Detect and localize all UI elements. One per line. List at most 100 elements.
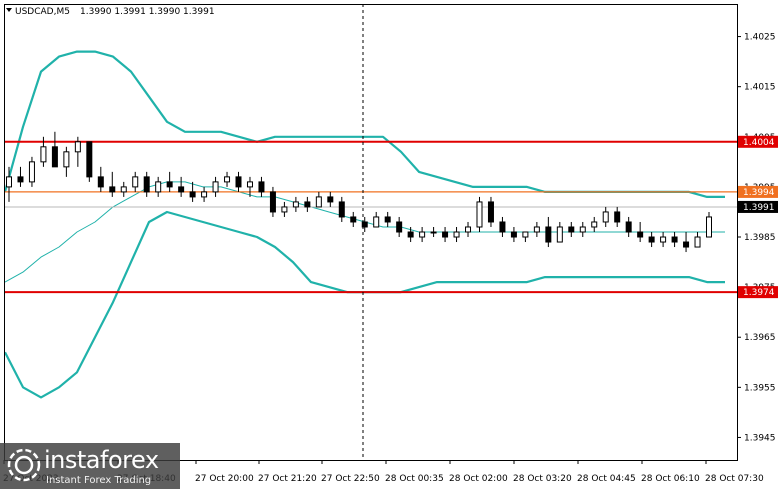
- candle: [63, 146, 70, 177]
- candle-body: [706, 216, 712, 238]
- candle: [579, 221, 586, 238]
- candle-body: [510, 231, 517, 238]
- candle-body: [660, 236, 667, 243]
- candle-body: [373, 216, 380, 228]
- candle-body: [17, 176, 24, 183]
- candle-body: [327, 196, 334, 203]
- candle-body: [292, 201, 299, 208]
- candle-body: [407, 231, 414, 238]
- candle: [109, 171, 116, 197]
- x-tick-label: 28 Oct 00:35: [385, 474, 444, 484]
- candle: [694, 231, 701, 248]
- candle: [350, 211, 357, 227]
- candle: [269, 186, 276, 217]
- level-label-box: [738, 286, 778, 299]
- candle-body: [201, 191, 208, 198]
- candle-body: [556, 226, 563, 243]
- candle-body: [591, 221, 598, 228]
- logo-tagline: Instant Forex Trading: [46, 475, 152, 486]
- candle: [568, 221, 575, 238]
- candle-body: [315, 196, 322, 208]
- candle: [224, 171, 231, 187]
- candle: [258, 176, 265, 197]
- level-label-text: 1.4004: [743, 138, 775, 148]
- level-label-box: [738, 135, 778, 148]
- symbol-marker-icon: [6, 8, 12, 12]
- candle-body: [442, 231, 449, 238]
- candle: [637, 221, 644, 243]
- candle: [201, 186, 208, 202]
- candle-body: [683, 241, 690, 248]
- y-tick-label: 1.3945: [744, 433, 776, 443]
- candle-body: [533, 226, 540, 233]
- candle: [384, 211, 391, 227]
- candle-body: [419, 231, 426, 238]
- candle-body: [212, 181, 219, 193]
- candle-body: [86, 141, 93, 178]
- quote-readout: 1.3990 1.3991 1.3990 1.3991: [80, 7, 215, 17]
- candle-body: [189, 191, 196, 198]
- candle: [304, 196, 311, 212]
- current-price-text: 1.3991: [743, 203, 775, 213]
- candle: [522, 231, 529, 243]
- candle: [373, 211, 380, 228]
- candle: [671, 231, 678, 248]
- candle: [315, 191, 322, 208]
- candle-body: [235, 176, 242, 188]
- candle-body: [155, 181, 162, 193]
- candle: [143, 171, 150, 197]
- candle-body: [63, 151, 70, 168]
- candle-body: [224, 176, 231, 183]
- candle-body: [258, 181, 265, 193]
- candle: [648, 231, 655, 248]
- candle: [706, 211, 712, 238]
- candle-body: [40, 146, 47, 163]
- candle: [74, 136, 81, 167]
- candle-body: [396, 221, 403, 233]
- candle-body: [28, 161, 35, 183]
- candle: [132, 171, 139, 192]
- candle: [51, 131, 58, 168]
- candle: [327, 191, 334, 207]
- candle-body: [120, 186, 127, 193]
- candle: [86, 141, 93, 182]
- candle-body: [384, 216, 391, 223]
- candle-body: [6, 176, 12, 188]
- candle: [465, 221, 472, 238]
- y-tick-label: 1.3965: [744, 333, 776, 343]
- candle: [556, 221, 563, 243]
- candle-body: [648, 236, 655, 243]
- candle-body: [602, 211, 609, 223]
- level-label-text: 1.3994: [743, 188, 775, 198]
- instaforex-logo-icon: [7, 448, 41, 482]
- candle-body: [51, 146, 58, 168]
- candle: [6, 166, 12, 202]
- candle: [545, 216, 552, 248]
- level-labels: 1.4004 1.3994 1.3974 1.3991: [738, 135, 778, 299]
- candle: [338, 196, 345, 222]
- x-tick-label: 28 Oct 04:45: [577, 474, 636, 484]
- symbol-label: USDCAD,M5: [15, 7, 70, 17]
- candle: [246, 176, 253, 197]
- x-tick-label: 27 Oct 21:20: [258, 474, 317, 484]
- candle: [407, 226, 414, 243]
- level-label-box: [738, 185, 778, 198]
- logo-wordmark: instaforex: [44, 446, 159, 474]
- candle: [430, 226, 437, 238]
- candle: [419, 226, 426, 243]
- candle: [212, 176, 219, 197]
- candle-body: [614, 211, 621, 223]
- candle-body: [465, 226, 472, 233]
- plot-frame: [4, 4, 738, 461]
- candle-body: [361, 221, 368, 228]
- candle: [614, 206, 621, 227]
- y-tick-label: 1.4015: [744, 83, 776, 93]
- candle-body: [269, 191, 276, 213]
- level-label-text: 1.3974: [743, 288, 775, 298]
- candle: [476, 196, 483, 232]
- candle-body: [637, 231, 644, 238]
- candle-body: [625, 221, 632, 233]
- candle: [625, 216, 632, 238]
- candle: [453, 226, 460, 243]
